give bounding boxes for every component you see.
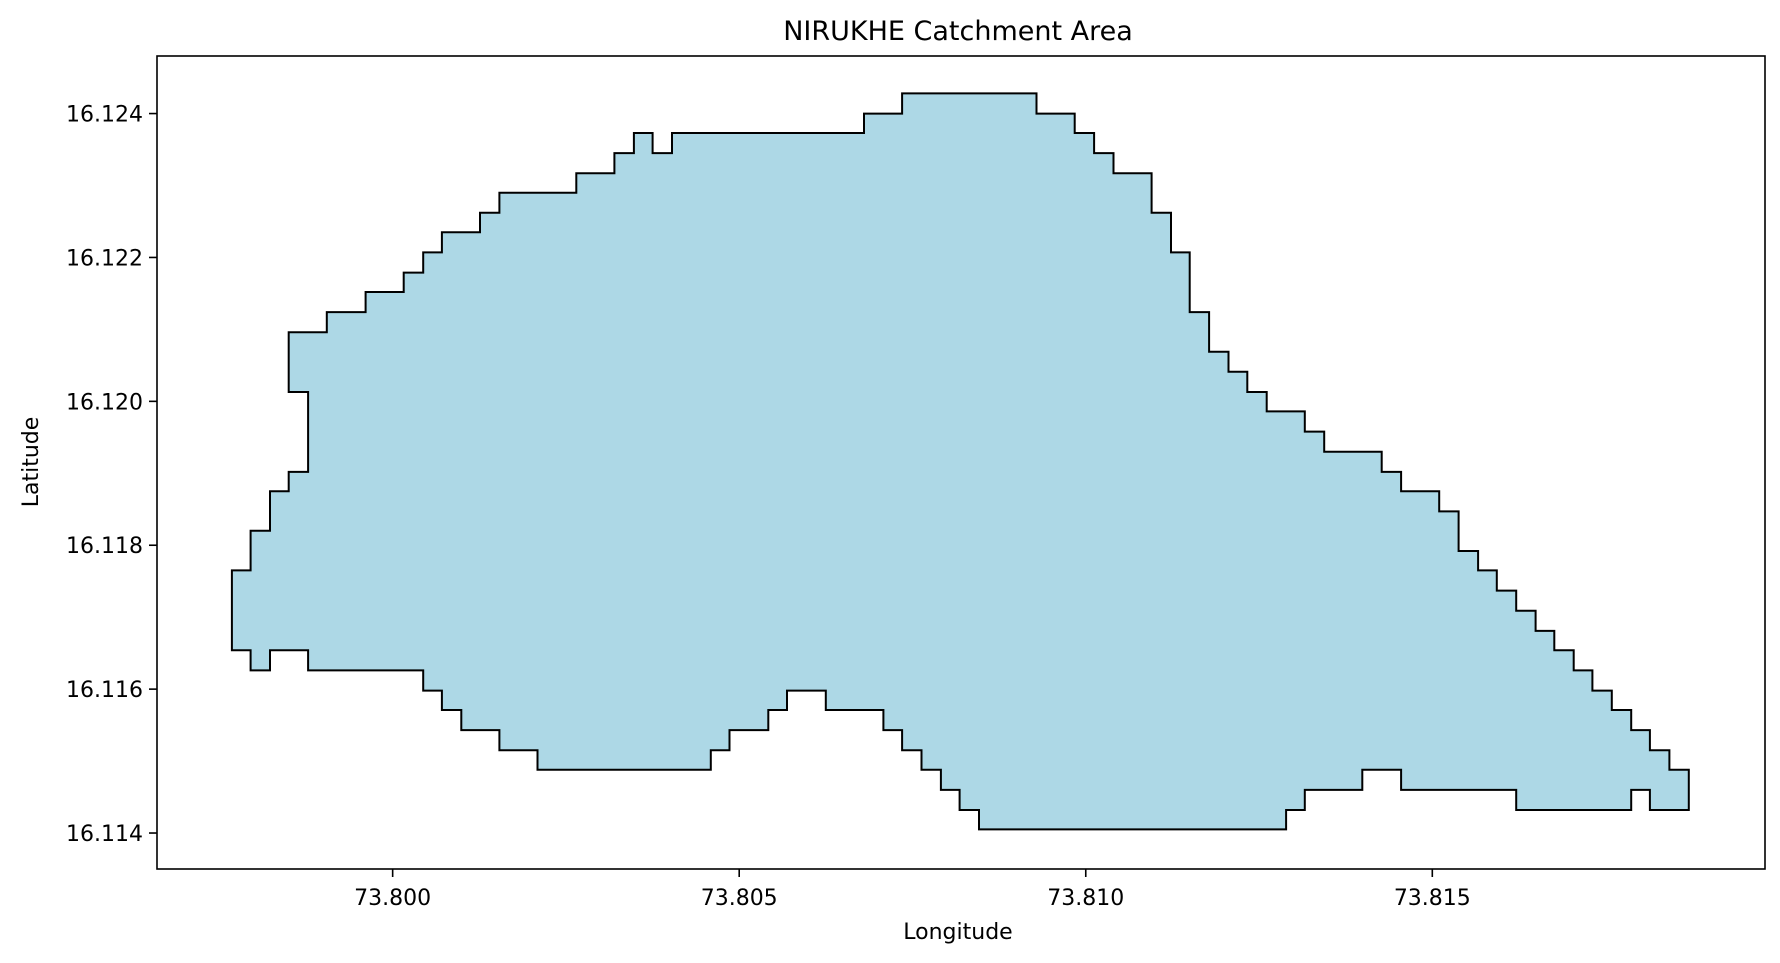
y-tick-label: 16.116 — [66, 678, 143, 703]
y-axis-ticks: 16.114 16.116 16.118 16.120 16.122 16.124 — [66, 103, 157, 847]
y-tick-label: 16.114 — [66, 822, 143, 847]
x-axis-label: Longitude — [903, 920, 1012, 945]
x-tick-label: 73.800 — [354, 886, 431, 911]
y-tick-label: 16.122 — [66, 246, 143, 271]
x-axis-ticks: 73.800 73.805 73.810 73.815 — [354, 869, 1471, 911]
catchment-boundary — [230, 92, 1690, 831]
chart-title: NIRUKHE Catchment Area — [783, 16, 1133, 47]
y-axis-label: Latitude — [19, 417, 44, 508]
x-tick-label: 73.805 — [701, 886, 778, 911]
y-tick-label: 16.120 — [66, 390, 143, 415]
x-tick-label: 73.815 — [1394, 886, 1471, 911]
y-tick-label: 16.124 — [66, 103, 143, 128]
axes-frame — [156, 55, 1766, 870]
catchment-polygon-layer — [230, 92, 1690, 831]
x-tick-label: 73.810 — [1047, 886, 1124, 911]
y-tick-label: 16.118 — [66, 534, 143, 559]
